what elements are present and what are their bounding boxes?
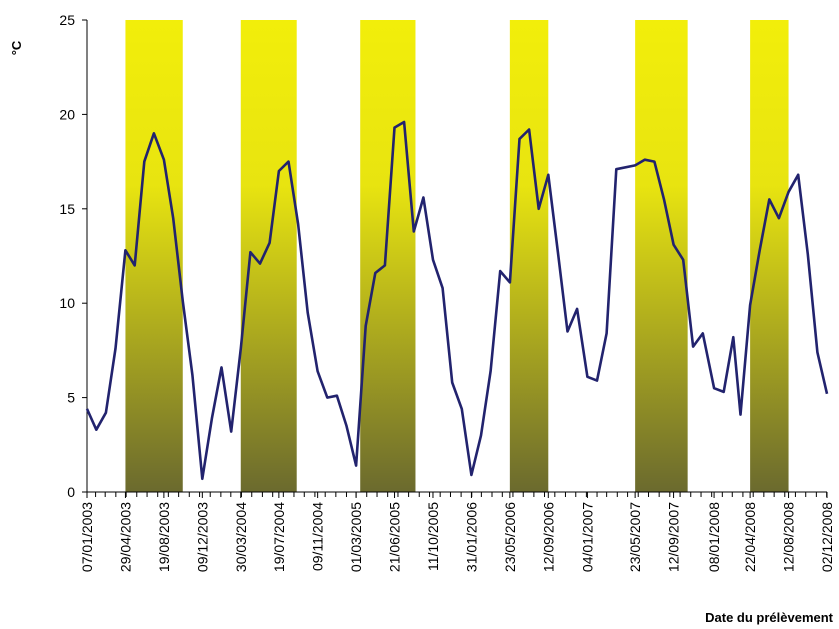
y-tick-label: 0 xyxy=(67,484,75,500)
x-tick-label: 31/01/2006 xyxy=(463,502,479,572)
y-tick-labels: 0 5 10 15 20 25 xyxy=(59,12,75,500)
x-tick-label: 01/03/2005 xyxy=(348,502,364,572)
x-tick-label: 12/09/2007 xyxy=(666,502,682,572)
x-tick-label: 08/01/2008 xyxy=(706,502,722,572)
x-tick-label: 09/12/2003 xyxy=(194,502,210,572)
y-tick-label: 10 xyxy=(59,295,75,311)
x-tick-label: 30/03/2004 xyxy=(233,502,249,572)
y-tick-label: 25 xyxy=(59,12,75,28)
y-tick-label: 15 xyxy=(59,201,75,217)
x-tick-label: 09/11/2004 xyxy=(310,502,326,571)
x-tick-label: 07/01/2003 xyxy=(79,502,95,572)
y-tick-label: 20 xyxy=(59,106,75,122)
temperature-line xyxy=(85,120,829,481)
x-tick-label: 23/05/2007 xyxy=(627,502,643,572)
x-tick-label: 11/10/2005 xyxy=(425,502,441,571)
shaded-period-6 xyxy=(750,20,789,492)
y-tick-label: 5 xyxy=(67,390,75,406)
shaded-period-3 xyxy=(360,20,416,492)
x-axis-label: Date du prélèvement xyxy=(705,610,834,625)
x-tick-label: 02/12/2008 xyxy=(819,502,835,572)
x-tick-label: 21/06/2005 xyxy=(387,502,403,572)
x-tick-label: 12/09/2006 xyxy=(540,502,556,572)
x-tick-label: 12/08/2008 xyxy=(781,502,797,572)
shaded-period-1 xyxy=(125,20,183,492)
y-axis-label: °C xyxy=(9,40,24,55)
x-tick-label: 29/04/2003 xyxy=(117,502,133,572)
x-tick-label: 23/05/2006 xyxy=(502,502,518,572)
x-tick-label: 19/08/2003 xyxy=(156,502,172,572)
x-tick-labels: 07/01/2003 29/04/2003 19/08/2003 09/12/2003… xyxy=(79,502,835,572)
axes xyxy=(82,19,828,498)
x-tick-label: 19/07/2004 xyxy=(271,502,287,572)
x-tick-label: 04/01/2007 xyxy=(579,502,595,572)
x-tick-label: 22/04/2008 xyxy=(742,502,758,572)
shaded-period-5 xyxy=(635,20,688,492)
shaded-period-4 xyxy=(509,20,549,492)
shaded-periods xyxy=(125,20,789,492)
